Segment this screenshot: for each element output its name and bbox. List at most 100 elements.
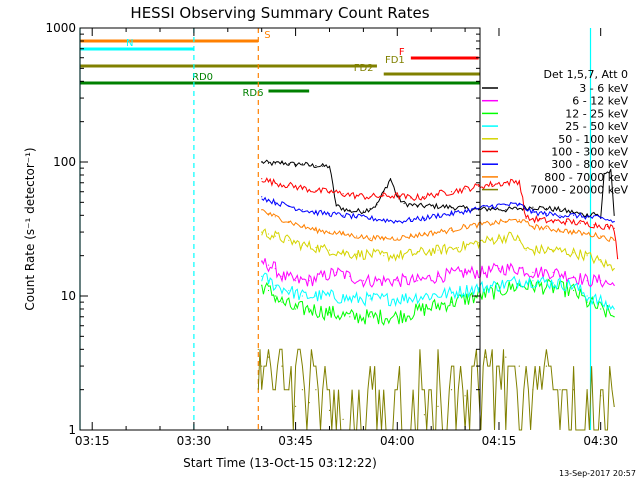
data-point [369, 207, 371, 210]
data-point [315, 389, 317, 391]
data-point [613, 214, 615, 216]
data-point [566, 220, 568, 223]
legend-label: 300 - 800 keV [551, 158, 628, 171]
data-point [274, 389, 276, 391]
data-point [464, 225, 466, 228]
data-point [505, 220, 507, 223]
data-point [301, 163, 303, 165]
data-point [362, 280, 364, 282]
data-point [342, 193, 344, 195]
y-tick-label: 100 [53, 155, 76, 169]
data-point [532, 280, 534, 282]
data-point [518, 268, 520, 270]
flag-label: FD2 [354, 63, 374, 74]
data-point [274, 268, 276, 270]
series-50-100-kev [261, 228, 615, 272]
data-point [617, 258, 619, 260]
data-point [315, 190, 317, 192]
x-tick-label: 03:45 [278, 434, 313, 448]
data-point [525, 217, 527, 219]
data-point [518, 280, 520, 282]
data-point [328, 249, 331, 251]
legend-label: 100 - 300 keV [551, 146, 628, 159]
series-100-300-kev [261, 177, 619, 260]
data-point [518, 180, 520, 182]
data-point [349, 210, 351, 212]
data-point [274, 284, 276, 286]
data-point [423, 217, 425, 219]
data-point [261, 284, 263, 286]
data-point [586, 280, 588, 282]
data-point [301, 295, 303, 297]
data-point [369, 237, 371, 239]
data-point [417, 205, 419, 207]
data-point [606, 225, 609, 228]
data-point [267, 213, 270, 215]
data-point [518, 219, 520, 221]
data-point [261, 275, 263, 277]
data-point [267, 264, 270, 266]
data-point [396, 298, 398, 300]
data-point [478, 287, 480, 289]
data-point [579, 222, 581, 224]
series-300-800-kev [261, 196, 615, 225]
data-point [288, 184, 290, 186]
data-point [257, 348, 259, 350]
data-point [498, 365, 500, 367]
x-axis-label: Start Time (13-Oct-15 03:12:22) [183, 456, 377, 470]
series-800-7000-kev [261, 209, 615, 243]
x-tick-label: 03:30 [177, 434, 212, 448]
data-point [593, 224, 595, 226]
data-point [335, 205, 337, 207]
data-point [328, 213, 331, 215]
data-point [586, 255, 588, 257]
data-point [281, 162, 283, 164]
data-point [491, 183, 493, 185]
data-point [545, 207, 548, 210]
data-point [573, 284, 575, 286]
data-point [518, 207, 520, 210]
data-point [376, 280, 378, 282]
data-point [369, 316, 371, 318]
series-6-12-kev [261, 258, 615, 289]
data-point [328, 295, 331, 297]
legend-label: 6 - 12 keV [572, 95, 628, 108]
data-point [410, 219, 412, 221]
data-point [613, 284, 615, 286]
data-point [423, 233, 425, 235]
data-point [261, 261, 263, 263]
data-point [349, 298, 351, 300]
data-point [281, 365, 283, 367]
data-point [315, 295, 317, 297]
data-point [295, 280, 297, 282]
data-point [322, 275, 324, 277]
data-point [437, 193, 439, 195]
data-point [450, 292, 453, 294]
data-point [552, 271, 554, 273]
data-point [315, 229, 317, 231]
data-point [484, 356, 486, 358]
data-point [498, 268, 500, 270]
data-point [396, 316, 398, 318]
data-point [532, 284, 534, 286]
data-point [267, 180, 270, 182]
data-point [505, 356, 507, 358]
data-point [328, 312, 331, 314]
data-point [322, 165, 324, 167]
data-point [315, 211, 317, 214]
data-point [328, 165, 331, 167]
legend-label: 12 - 25 keV [565, 107, 628, 120]
data-point [586, 233, 588, 235]
data-point [600, 261, 602, 263]
data-point [261, 209, 263, 211]
data-point [552, 282, 554, 284]
data-point [396, 196, 398, 198]
data-point [403, 202, 405, 205]
data-point [464, 395, 466, 397]
data-point [301, 244, 303, 246]
data-point [511, 235, 514, 237]
series-line [261, 272, 615, 312]
legend-label: 7000 - 20000 keV [530, 184, 628, 197]
